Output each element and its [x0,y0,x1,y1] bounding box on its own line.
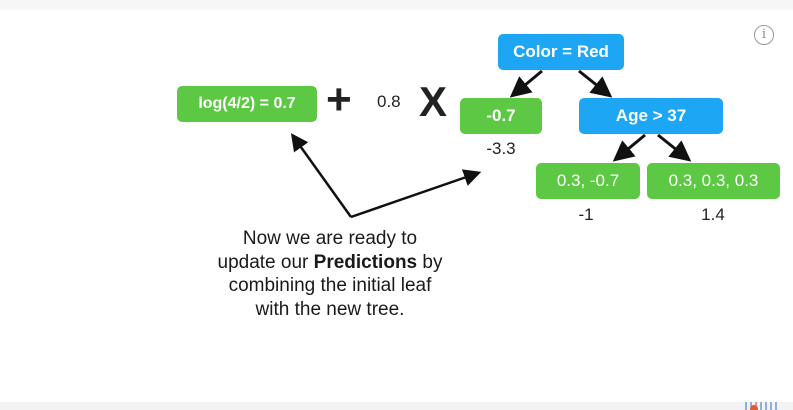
leaf-output-right: 1.4 [701,205,725,224]
tree-arrow-root-age [578,69,613,98]
caption-line-3: combining the initial leaf [228,275,432,296]
bottom-bar [0,402,793,410]
tree-arrow-age-right [657,133,692,162]
leaf-output-left: -3.3 [486,139,516,158]
tree-leaf-middle: 0.3, -0.7 [536,163,640,199]
top-bar [0,0,793,10]
tree-leaf-right: 0.3, 0.3, 0.3 [647,163,780,199]
tree-arrow-root-left [509,69,543,98]
caption-line-1: Now we are ready to [242,228,418,249]
pointer-arrow-to-leaf [290,133,353,218]
tree-age-node: Age > 37 [579,98,723,134]
plus-sign: + [326,75,352,124]
tree-leaf-left: -0.7 [460,98,542,134]
caption-predictions-bold: Predictions [313,251,418,273]
caption-line-4: with the new tree. [255,298,405,320]
corner-logo-icon [742,402,782,410]
caption-line-2-end: by [417,251,443,273]
caption-line-2: update our Predictions by [190,251,470,275]
caption-text: Now we are ready to update our Predictio… [190,227,470,321]
caption-line-2-start: update our [217,251,314,273]
initial-leaf-box: log(4/2) = 0.7 [177,86,317,122]
learning-rate-value: 0.8 [377,92,401,111]
pointer-arrow-to-tree [350,169,482,219]
leaf-output-middle: -1 [578,205,594,224]
info-icon[interactable]: i [754,25,774,45]
multiply-sign: X [419,78,448,125]
tree-root-node: Color = Red [498,34,624,70]
tree-arrow-age-mid [612,133,646,162]
